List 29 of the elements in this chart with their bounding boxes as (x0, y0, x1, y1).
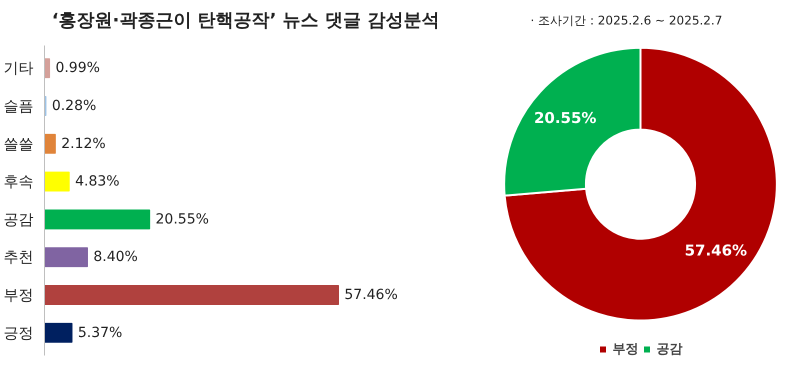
y-tick-label: 쓸쓸 (4, 134, 34, 153)
data-label: 5.37% (78, 324, 122, 341)
bar (44, 172, 70, 192)
data-label: 57.46% (344, 287, 398, 304)
data-label: 0.28% (52, 98, 96, 114)
bar (44, 322, 72, 343)
y-tick-label: 공감 (4, 210, 34, 228)
chart-title: ‘홍장원·곽종근이 탄핵공작’ 뉴스 댓글 감성분석 (52, 10, 440, 31)
data-label: 4.83% (75, 174, 120, 190)
bar (44, 247, 88, 268)
data-label: 8.40% (93, 249, 138, 266)
data-label: 0.99% (55, 60, 100, 76)
legend-label: 부정 (612, 341, 638, 358)
bar (44, 209, 150, 230)
y-tick-label: 긍정 (4, 324, 34, 342)
data-label: 2.12% (61, 136, 106, 152)
y-tick-label: 슬픔 (4, 96, 34, 115)
chart-subtitle: · 조사기간 : 2025.2.6 ~ 2025.2.7 (530, 14, 722, 28)
bar (44, 134, 56, 154)
bar (44, 285, 339, 305)
y-tick-label: 후속 (4, 172, 34, 191)
data-label: 20.55% (156, 211, 209, 228)
y-tick-label: 부정 (4, 286, 34, 304)
data-label: 20.55% (534, 108, 596, 127)
legend-label: 공감 (656, 341, 682, 358)
bar (44, 58, 50, 78)
y-tick-label: 기타 (4, 59, 34, 78)
y-tick-label: 추천 (4, 248, 34, 266)
data-label: 57.46% (684, 241, 748, 260)
